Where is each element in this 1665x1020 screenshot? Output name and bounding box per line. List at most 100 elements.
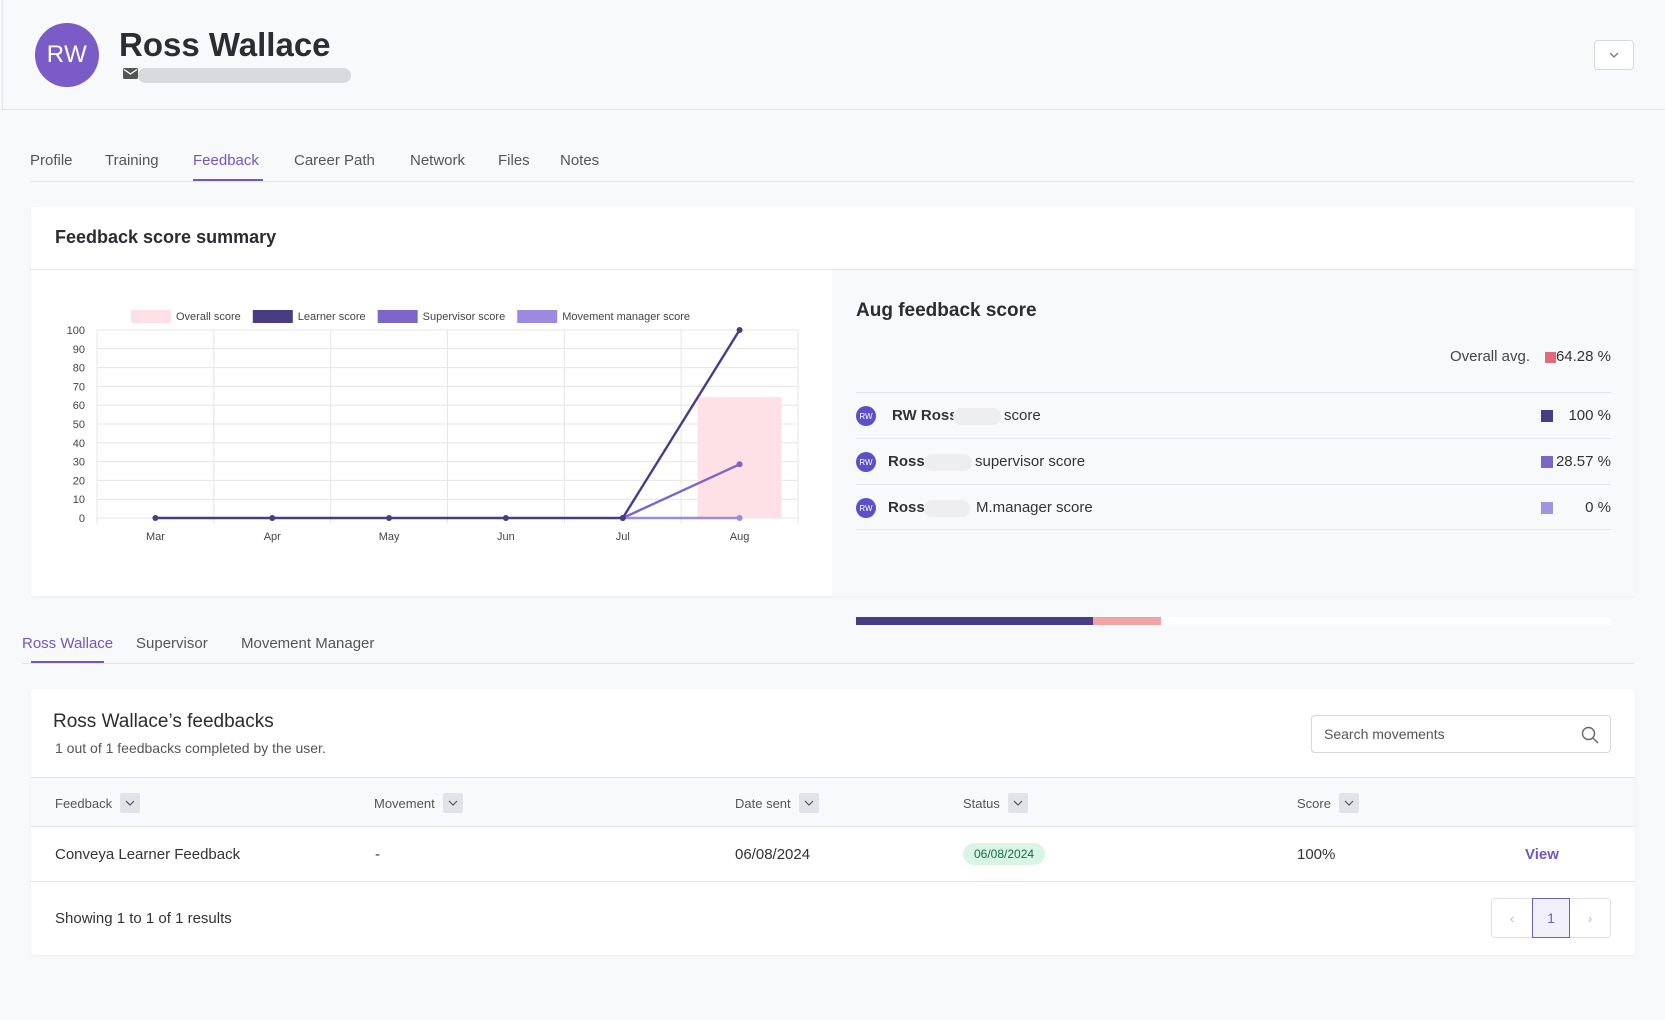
y-tick-label: 40 (73, 438, 85, 450)
overall-avg-value: 64.28 % (1544, 348, 1611, 365)
legend-label: Supervisor score (423, 311, 506, 323)
tab-feedback[interactable]: Feedback (193, 152, 259, 169)
sort-score-button[interactable] (1338, 793, 1359, 813)
x-tick-label: Mar (146, 531, 165, 543)
search-icon[interactable] (1580, 725, 1600, 745)
score-row-manager: RW Ross M.manager score 0 % (856, 484, 1611, 530)
column-header-feedback: Feedback (55, 793, 141, 813)
sort-movement-button[interactable] (442, 793, 463, 813)
score-row-suffix: score (1004, 407, 1041, 424)
cell-date-sent: 06/08/2024 (735, 846, 811, 863)
legend-label: Overall score (176, 311, 241, 323)
tab-movement-manager[interactable]: Movement Manager (241, 635, 375, 652)
y-tick-label: 100 (67, 325, 85, 337)
score-bar-segment-1 (1093, 617, 1162, 625)
feedback-subject-tabs: Ross Wallace Supervisor Movement Manager (22, 632, 1634, 664)
tab-career-path[interactable]: Career Path (294, 152, 375, 169)
column-header-status: Status (963, 793, 1028, 813)
search-input[interactable] (1324, 724, 1574, 744)
page-title: Ross Wallace (119, 26, 331, 63)
series-line-learner-score (155, 329, 741, 520)
name-redacted (924, 500, 970, 517)
score-row-learner: RW RW Ross score 100 % (856, 392, 1611, 438)
tab-notes[interactable]: Notes (560, 152, 600, 169)
data-point (152, 515, 159, 521)
legend-label: Movement manager score (562, 311, 690, 323)
mail-icon (123, 68, 138, 79)
view-link[interactable]: View (1525, 846, 1559, 863)
feedbacks-card: Ross Wallace’s feedbacks 1 out of 1 feed… (31, 689, 1635, 955)
score-row-value: 0 % (1585, 499, 1611, 516)
x-tick-label: Apr (264, 531, 281, 543)
tab-network[interactable]: Network (410, 152, 466, 169)
overall-color-swatch (1544, 351, 1556, 363)
score-progress-bar (856, 617, 1611, 625)
column-label: Feedback (55, 795, 113, 811)
feedbacks-title: Ross Wallace’s feedbacks (53, 711, 274, 732)
feedback-chart: 0 10 20 30 40 50 60 70 80 90 100 Mar Apr May Jun Jul Aug… (31, 270, 831, 596)
tab-profile[interactable]: Profile (30, 152, 73, 169)
tab-supervisor[interactable]: Supervisor (136, 635, 208, 652)
sort-status-button[interactable] (1007, 793, 1028, 813)
overall-avg-label: Overall avg. (1449, 348, 1530, 365)
cell-score: 100% (1297, 846, 1336, 863)
y-tick-label: 70 (73, 381, 85, 393)
score-row-value: 100 % (1568, 407, 1611, 424)
learner-color-swatch (1541, 410, 1553, 422)
x-tick-label: May (379, 531, 400, 543)
supervisor-color-swatch (1541, 456, 1553, 468)
data-point (736, 327, 743, 333)
avatar: RW (856, 406, 876, 426)
pagination: ‹ 1 › (1491, 898, 1611, 938)
previous-page-button[interactable]: ‹ (1509, 910, 1515, 926)
chevron-down-icon (448, 800, 458, 806)
divider (31, 269, 1635, 270)
data-point (736, 515, 743, 521)
results-count: Showing 1 to 1 of 1 results (55, 910, 232, 927)
active-tab-indicator (193, 179, 263, 181)
x-tick-label: Jul (616, 531, 630, 543)
score-row-name: Ross (888, 453, 925, 470)
search-box (1311, 715, 1611, 753)
name-redacted (924, 454, 972, 471)
column-header-score: Score (1297, 793, 1359, 813)
series-line-supervisor-score (622, 463, 741, 520)
sort-date-button[interactable] (798, 793, 819, 813)
legend-label: Learner score (298, 311, 366, 323)
score-row-name: RW Ross (892, 407, 958, 424)
data-point (269, 515, 276, 521)
avatar: RW (856, 498, 876, 518)
tab-ross-wallace[interactable]: Ross Wallace (22, 635, 114, 652)
data-point (386, 515, 393, 521)
cell-movement: - (375, 846, 380, 863)
data-point (502, 515, 509, 521)
chevron-down-icon (125, 800, 135, 806)
header-menu-button[interactable] (1594, 40, 1634, 70)
active-tab-indicator (31, 661, 104, 663)
feedback-line-chart: 0 10 20 30 40 50 60 70 80 90 100 Mar Apr May Jun Jul Aug… (67, 310, 799, 543)
y-tick-label: 80 (73, 363, 85, 375)
y-tick-label: 50 (73, 419, 85, 431)
profile-tabs: Profile Training Feedback Career Path Ne… (30, 146, 1634, 182)
score-bar-segment-0 (856, 617, 1094, 625)
tab-files[interactable]: Files (498, 152, 530, 169)
y-tick-label: 60 (73, 400, 85, 412)
column-label: Date sent (735, 795, 791, 811)
name-redacted (953, 408, 1001, 425)
avatar: RW (35, 23, 99, 87)
page-button[interactable]: 1 (1532, 898, 1570, 938)
next-page-button[interactable]: › (1587, 910, 1593, 926)
score-row-supervisor: RW Ross supervisor score 28.57 % (856, 438, 1611, 484)
sort-feedback-button[interactable] (120, 793, 141, 813)
column-label: Status (963, 795, 1000, 811)
legend-swatch (517, 310, 558, 323)
column-header-movement: Movement (374, 793, 463, 813)
x-tick-label: Aug (730, 531, 750, 543)
column-header-date-sent: Date sent (735, 793, 819, 813)
avatar: RW (856, 452, 876, 472)
y-tick-label: 20 (73, 475, 85, 487)
tab-training[interactable]: Training (105, 152, 159, 169)
month-score-title: Aug feedback score (856, 300, 1037, 321)
legend-swatch (131, 310, 171, 323)
summary-title: Feedback score summary (55, 227, 277, 247)
